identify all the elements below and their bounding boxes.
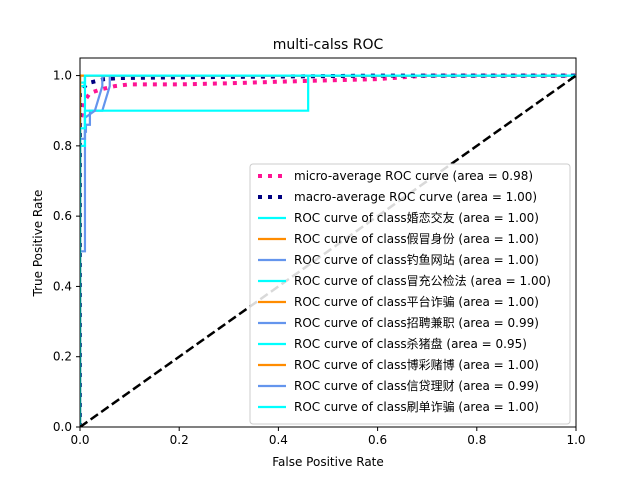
legend-label: ROC curve of class钓鱼网站 (area = 1.00): [294, 253, 539, 267]
x-axis-label: False Positive Rate: [272, 455, 384, 469]
legend-label: ROC curve of class招聘兼职 (area = 0.99): [294, 316, 539, 330]
x-tick-label: 0.6: [368, 433, 387, 447]
x-tick-label: 0.8: [467, 433, 486, 447]
y-tick-label: 0.4: [53, 279, 72, 293]
legend-label: ROC curve of class刷单诈骗 (area = 1.00): [294, 399, 539, 414]
legend-label: ROC curve of class信贷理财 (area = 0.99): [294, 379, 539, 393]
legend-box: [249, 163, 571, 425]
legend-label: ROC curve of class杀猪盘 (area = 0.95): [294, 336, 527, 351]
legend-label: ROC curve of class冒充公检法 (area = 1.00): [294, 273, 551, 288]
legend-label: ROC curve of class平台诈骗 (area = 1.00): [294, 294, 539, 309]
x-tick-label: 1.0: [566, 433, 585, 447]
x-tick-label: 0.4: [269, 433, 288, 447]
legend-label: ROC curve of class婚恋交友 (area = 1.00): [294, 210, 539, 225]
y-tick-label: 0.0: [53, 420, 72, 434]
series-group: [80, 73, 577, 427]
y-tick-label: 1.0: [53, 69, 72, 83]
legend-label: ROC curve of class博彩赌博 (area = 1.00): [294, 357, 539, 372]
y-tick-label: 0.2: [53, 350, 72, 364]
y-tick-label: 0.6: [53, 209, 72, 223]
series-line-8: [80, 74, 576, 427]
x-tick-label: 0.0: [70, 433, 89, 447]
legend-label: micro-average ROC curve (area = 0.98): [294, 169, 533, 183]
x-tick-label: 0.2: [170, 433, 189, 447]
plot-frame: [79, 57, 577, 428]
chart-title: multi-calss ROC: [273, 37, 384, 53]
y-tick-label: 0.8: [53, 139, 72, 153]
legend: micro-average ROC curve (area = 0.98) mac…: [249, 163, 571, 425]
plot-content: 0.0 0.2 0.4 0.6 0.8 1.0 0.0 0.2 0.4 0.6 0.8 1.0: [53, 57, 586, 447]
y-axis-label: True Positive Rate: [31, 190, 45, 298]
legend-label: ROC curve of class假冒身份 (area = 1.00): [294, 231, 539, 246]
series-line-12: [80, 74, 576, 427]
legend-label: macro-average ROC curve (area = 1.00): [294, 190, 537, 204]
series-line-1: [80, 73, 576, 427]
